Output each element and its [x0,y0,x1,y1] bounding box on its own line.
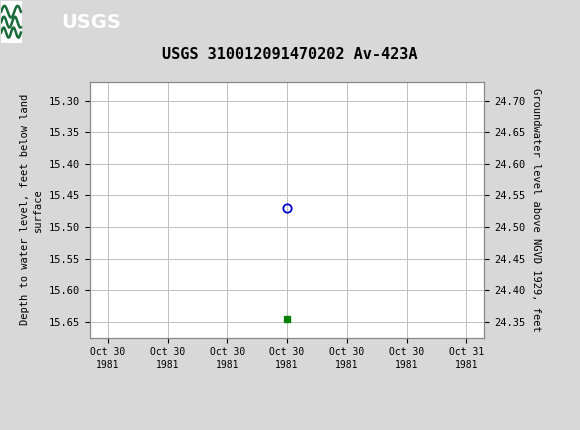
FancyBboxPatch shape [1,1,22,43]
Y-axis label: Groundwater level above NGVD 1929, feet: Groundwater level above NGVD 1929, feet [531,88,541,332]
Text: USGS: USGS [61,13,121,32]
Text: USGS 310012091470202 Av-423A: USGS 310012091470202 Av-423A [162,47,418,62]
Y-axis label: Depth to water level, feet below land
surface: Depth to water level, feet below land su… [20,94,44,325]
